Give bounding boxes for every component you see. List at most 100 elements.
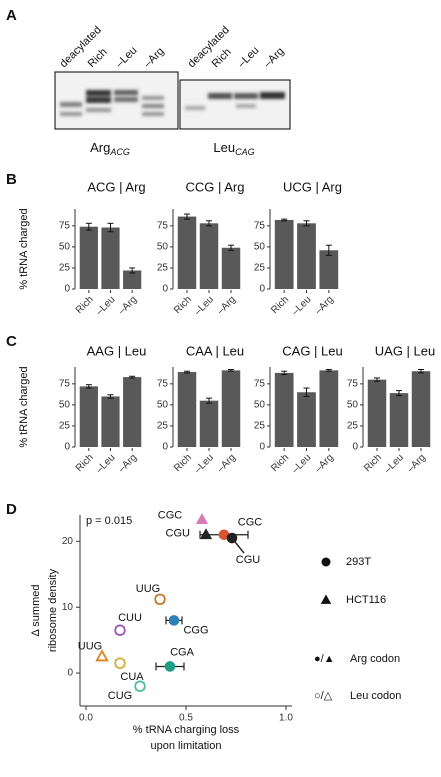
point-label: CUG — [108, 690, 132, 702]
point-label: CUA — [120, 671, 144, 683]
point-label: UUG — [78, 641, 102, 653]
y-tick-label: 50 — [157, 242, 169, 253]
y-tick-label: 50 — [347, 400, 359, 411]
y-tick-label: 25 — [347, 421, 359, 432]
point-label: CGU — [166, 528, 191, 540]
legend-marker — [321, 557, 331, 567]
lane-label: –Leu — [236, 44, 262, 70]
annotation: p = 0.015 — [86, 515, 132, 527]
y-tick-label: 75 — [59, 220, 71, 231]
blot-name: Leu — [213, 140, 235, 155]
point — [134, 680, 146, 692]
x-tick-label: 0.5 — [179, 713, 193, 724]
x-tick-label: Rich — [362, 452, 384, 474]
blot-label: LeuCAG — [213, 140, 254, 157]
gel-frame — [179, 79, 291, 130]
x-tick-label: Rich — [269, 294, 291, 316]
blot-label: ArgACG — [90, 140, 130, 157]
bar — [123, 270, 142, 289]
panel-label: A — [6, 7, 17, 24]
x-tick-label: –Arg — [116, 452, 139, 475]
y-tick-label: 50 — [157, 400, 169, 411]
bands — [60, 90, 164, 116]
chart-title: UCG | Arg — [283, 179, 342, 194]
y-tick-label: 25 — [59, 263, 71, 274]
bar — [199, 223, 219, 289]
y-tick-label: 0 — [67, 668, 73, 679]
y-tick-label: 50 — [254, 400, 266, 411]
bar — [297, 223, 316, 289]
lane-label: –Leu — [114, 44, 140, 70]
panel-label: D — [6, 501, 17, 518]
x-tick-label: –Arg — [313, 294, 336, 317]
point-label: CGU — [236, 554, 261, 566]
blot-name: Arg — [90, 140, 110, 155]
x-tick-label: –Arg — [215, 294, 238, 317]
chart-title: UAG | Leu — [375, 343, 435, 358]
bar — [101, 227, 120, 289]
legend-marker — [320, 594, 332, 604]
bar — [79, 226, 98, 289]
y-tick-label: 0 — [64, 284, 70, 295]
bar — [79, 386, 98, 447]
x-tick-label: –Leu — [382, 452, 406, 476]
bar — [177, 216, 197, 289]
bar — [199, 400, 219, 447]
x-tick-label: Rich — [74, 452, 96, 474]
y-tick-label: 25 — [254, 263, 266, 274]
x-tick-label: –Arg — [313, 452, 336, 475]
x-axis-label: % tRNA charging loss — [133, 724, 240, 736]
bar — [221, 247, 241, 289]
point — [154, 593, 166, 606]
y-tick-label: 75 — [59, 378, 71, 389]
blot-sub: ACG — [109, 147, 130, 157]
x-tick-label: –Arg — [116, 294, 139, 317]
y-tick-label: 0 — [259, 284, 265, 295]
legend-label: 293T — [346, 556, 371, 568]
y-tick-label: 0 — [162, 284, 168, 295]
point-label: CGA — [170, 646, 195, 658]
y-tick-label: 75 — [347, 378, 359, 389]
y-axis-label: % tRNA charged — [18, 208, 30, 289]
chart-title: ACG | Arg — [87, 179, 145, 194]
x-tick-label: –Leu — [94, 452, 118, 476]
y-tick-label: 0 — [162, 442, 168, 453]
blot-sub: CAG — [235, 147, 255, 157]
y-tick-label: 75 — [157, 378, 169, 389]
point — [168, 615, 180, 626]
y-axis-label: Δ summed — [30, 585, 42, 637]
panel-label: C — [6, 333, 17, 350]
legend-label: HCT116 — [346, 594, 386, 606]
bar — [274, 219, 294, 289]
x-tick-label: –Arg — [215, 452, 238, 475]
y-axis-label: % tRNA charged — [18, 366, 30, 447]
bands — [185, 92, 285, 110]
bar — [367, 379, 387, 447]
bar — [297, 392, 316, 447]
bar — [319, 370, 339, 447]
x-tick-label: Rich — [172, 452, 194, 474]
x-tick-label: –Leu — [192, 452, 216, 476]
x-tick-label: –Leu — [290, 294, 314, 318]
y-tick-label: 25 — [59, 421, 71, 432]
leader-line — [231, 537, 245, 554]
x-axis-label: upon limitation — [151, 740, 222, 752]
bar — [411, 371, 431, 447]
lane-label: –Arg — [262, 45, 287, 70]
y-tick-label: 50 — [59, 400, 71, 411]
x-tick-label: –Leu — [192, 294, 216, 318]
lane-label: –Arg — [142, 45, 167, 70]
point — [195, 513, 209, 524]
y-tick-label: 0 — [64, 442, 70, 453]
x-tick-label: Rich — [269, 452, 291, 474]
x-tick-label: Rich — [74, 294, 96, 316]
gel-leu — [179, 79, 291, 130]
y-tick-label: 25 — [157, 263, 169, 274]
y-tick-label: 0 — [352, 442, 358, 453]
legend-label: Arg codon — [350, 653, 400, 665]
x-tick-label: Rich — [172, 294, 194, 316]
bar — [101, 396, 120, 447]
y-tick-label: 10 — [62, 602, 74, 613]
